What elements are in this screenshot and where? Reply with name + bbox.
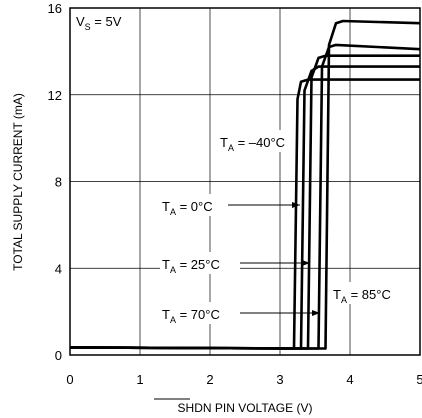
x-tick-label: 4 <box>346 372 353 387</box>
y-tick-label: 12 <box>48 88 62 103</box>
x-tick-label: 3 <box>276 372 283 387</box>
svg-text:TA = 25°C: TA = 25°C <box>162 257 220 275</box>
svg-text:TA = 70°C: TA = 70°C <box>162 307 220 325</box>
x-tick-labels: 0 1 2 3 4 5 <box>66 372 422 387</box>
series-line-1 <box>69 65 420 350</box>
y-tick-label: 0 <box>55 348 62 363</box>
svg-text:TA = 0°C: TA = 0°C <box>162 199 213 217</box>
y-tick-label: 16 <box>48 1 62 16</box>
y-tick-labels: 0 4 8 12 16 <box>48 1 62 363</box>
x-tick-label: 1 <box>136 372 143 387</box>
series-label-25: TA = 25°C <box>160 252 310 275</box>
plot-frame <box>69 7 421 356</box>
x-tick-label: 0 <box>66 372 73 387</box>
series-line-2 <box>69 54 420 350</box>
x-tick-label: 2 <box>206 372 213 387</box>
series-label-minus40: TA = –40°C <box>218 130 292 153</box>
y-tick-label: 8 <box>55 175 62 190</box>
y-tick-label: 4 <box>55 261 62 276</box>
svg-text:TA = 85°C: TA = 85°C <box>333 287 391 305</box>
series-label-0: TA = 0°C <box>160 194 300 217</box>
series-line-0 <box>69 78 420 350</box>
x-axis-label: SHDN PIN VOLTAGE (V) <box>178 401 313 415</box>
series-label-70: TA = 70°C <box>160 302 320 325</box>
series-line-4 <box>69 19 421 350</box>
svg-text:TA = –40°C: TA = –40°C <box>220 135 285 153</box>
y-axis-label: TOTAL SUPPLY CURRENT (mA) <box>11 93 25 271</box>
series-group <box>69 19 421 350</box>
condition-label: VS = 5V <box>76 14 122 32</box>
x-tick-label: 5 <box>416 372 422 387</box>
series-label-85: TA = 85°C <box>330 282 416 305</box>
